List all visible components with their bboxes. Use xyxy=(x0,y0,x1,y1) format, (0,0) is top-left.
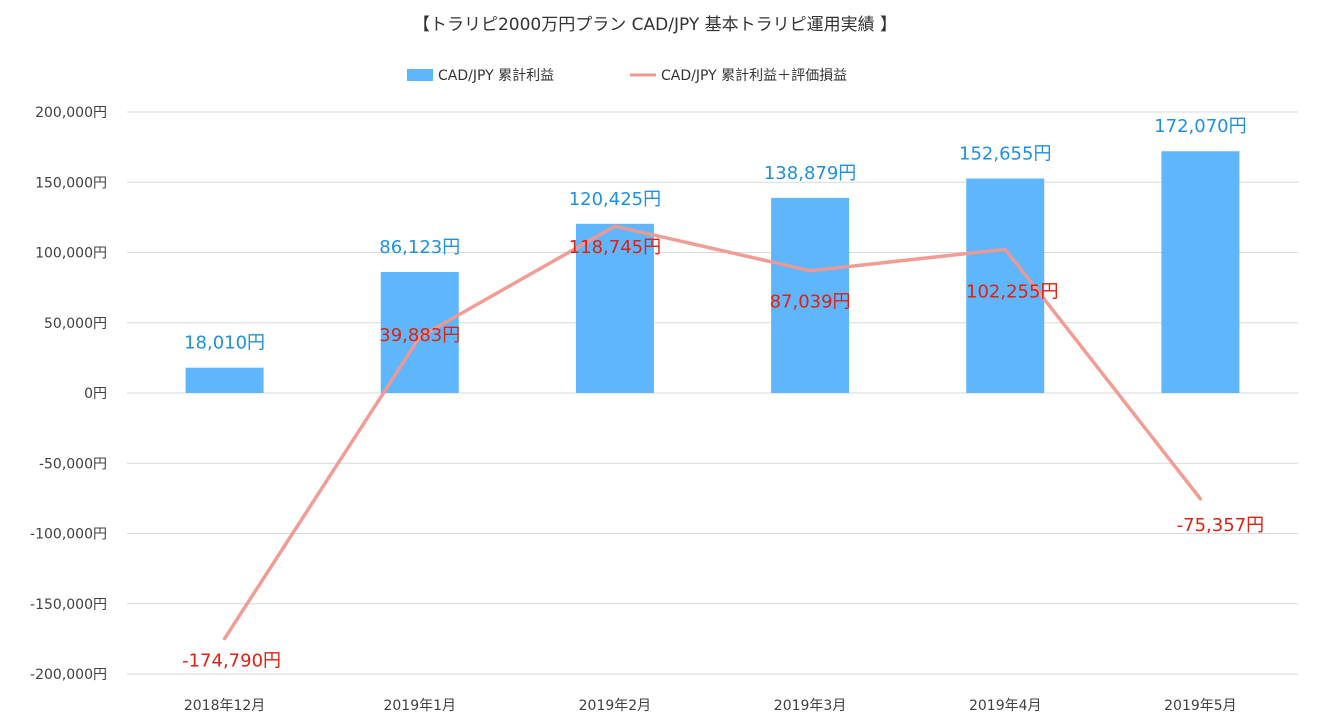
y-tick-label: 150,000円 xyxy=(35,175,107,191)
line-data-label: -75,357円 xyxy=(1177,515,1264,536)
y-tick-label: -50,000円 xyxy=(39,456,107,472)
bar xyxy=(575,223,654,393)
bar-data-labels: 18,010円 86,123円 120,425円 138,879円 152,655円 17… xyxy=(184,116,1247,353)
series-line xyxy=(222,224,1203,641)
bar-data-label: 172,070円 xyxy=(1154,116,1246,137)
bar-series xyxy=(185,151,1240,393)
line-data-label: 87,039円 xyxy=(770,292,851,313)
bar xyxy=(1161,151,1240,393)
legend-swatch-bar xyxy=(407,69,433,81)
line-data-label: -174,790円 xyxy=(182,651,281,672)
chart-title: 【トラリピ2000万円プラン CAD/JPY 基本トラリピ運用実績 】 xyxy=(413,15,897,35)
x-tick-label: 2018年12月 xyxy=(184,698,265,714)
bar xyxy=(380,271,459,393)
bar xyxy=(771,197,850,393)
x-tick-label: 2019年1月 xyxy=(383,698,456,714)
y-tick-label: 0円 xyxy=(84,386,107,402)
bar-data-label: 120,425円 xyxy=(569,189,661,210)
x-tick-label: 2019年4月 xyxy=(969,698,1042,714)
x-tick-label: 2019年3月 xyxy=(774,698,847,714)
y-tick-label: 200,000円 xyxy=(35,105,107,121)
x-tick-label: 2019年5月 xyxy=(1164,698,1237,714)
line-data-label: 102,255円 xyxy=(966,281,1058,302)
y-tick-label: -100,000円 xyxy=(30,527,107,543)
y-tick-label: -200,000円 xyxy=(30,667,107,683)
line-data-labels: -174,790円 39,883円 118,745円 87,039円 102,255円 -… xyxy=(182,237,1264,671)
y-tick-label: 50,000円 xyxy=(44,316,107,332)
y-axis: 200,000円 150,000円 100,000円 50,000円 0円 -50,000… xyxy=(30,105,107,683)
y-tick-label: -150,000円 xyxy=(30,597,107,613)
bar xyxy=(185,367,264,393)
line-data-label: 39,883円 xyxy=(379,325,460,346)
x-tick-label: 2019年2月 xyxy=(579,698,652,714)
x-axis: 2018年12月 2019年1月 2019年2月 2019年3月 2019年4月 2019… xyxy=(184,698,1237,714)
bar-data-label: 18,010円 xyxy=(184,333,265,354)
gridlines xyxy=(127,111,1298,675)
line-data-label: 118,745円 xyxy=(569,237,661,258)
bar-data-label: 152,655円 xyxy=(959,144,1051,165)
legend: CAD/JPY 累計利益 CAD/JPY 累計利益＋評価損益 xyxy=(407,68,847,84)
legend-label-line: CAD/JPY 累計利益＋評価損益 xyxy=(661,68,847,84)
bar-data-label: 86,123円 xyxy=(379,237,460,258)
y-tick-label: 100,000円 xyxy=(35,246,107,262)
line-series xyxy=(222,224,1203,641)
bar xyxy=(966,178,1045,393)
bar-data-label: 138,879円 xyxy=(764,163,856,184)
legend-label-bar: CAD/JPY 累計利益 xyxy=(438,68,554,84)
